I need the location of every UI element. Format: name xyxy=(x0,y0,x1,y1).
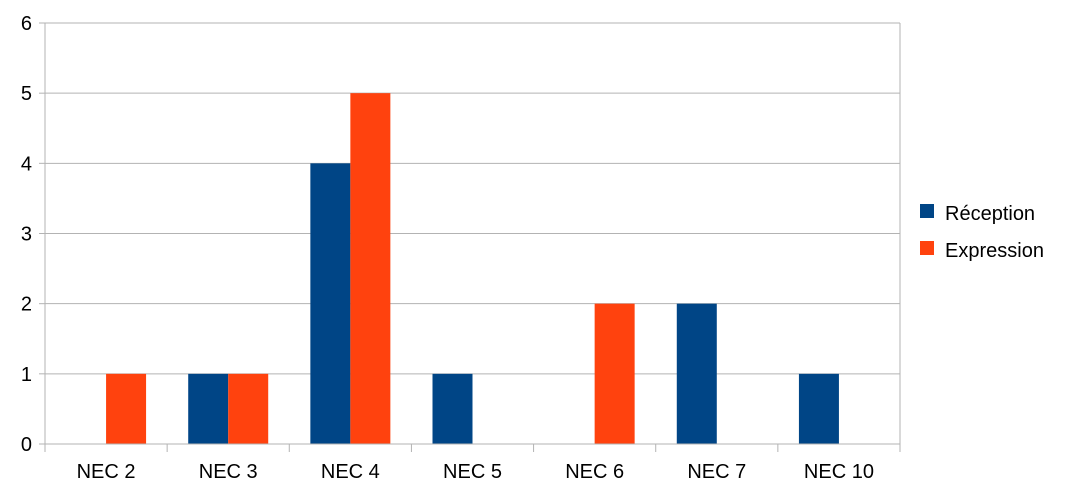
legend-swatch xyxy=(920,204,934,218)
legend-swatch xyxy=(920,241,934,255)
y-tick-label: 1 xyxy=(21,364,32,386)
legend-label: Réception xyxy=(945,203,1035,225)
bar xyxy=(228,373,269,444)
y-tick-label: 6 xyxy=(21,13,32,35)
legend: Réception Expression xyxy=(920,203,1044,262)
y-tick-label: 3 xyxy=(21,224,32,246)
bar xyxy=(798,373,839,444)
y-tick-label: 5 xyxy=(21,83,32,105)
x-tick-label: NEC 7 xyxy=(687,461,746,483)
x-tick-label: NEC 10 xyxy=(804,461,874,483)
bar xyxy=(350,93,391,445)
x-tick-label: NEC 2 xyxy=(77,461,136,483)
bars xyxy=(106,93,839,445)
bar xyxy=(106,373,147,444)
x-tick-label: NEC 5 xyxy=(443,461,502,483)
bar xyxy=(188,373,229,444)
bar xyxy=(310,163,351,445)
gridlines xyxy=(45,22,901,444)
bar xyxy=(676,303,717,444)
x-tick-label: NEC 4 xyxy=(321,461,380,483)
x-tick-label: NEC 3 xyxy=(199,461,258,483)
x-tick-label: NEC 6 xyxy=(565,461,624,483)
bar xyxy=(432,373,473,444)
bar xyxy=(594,303,635,444)
y-tick-label: 2 xyxy=(21,294,32,316)
y-tick-label: 4 xyxy=(21,153,32,175)
legend-label: Expression xyxy=(945,240,1044,262)
y-tick-label: 0 xyxy=(21,434,32,456)
axes: 0 1 2 3 4 5 6 NEC 2 NEC 3 NEC 4 NEC 5 NEC 6 NEC 7 NEC… xyxy=(21,13,901,483)
